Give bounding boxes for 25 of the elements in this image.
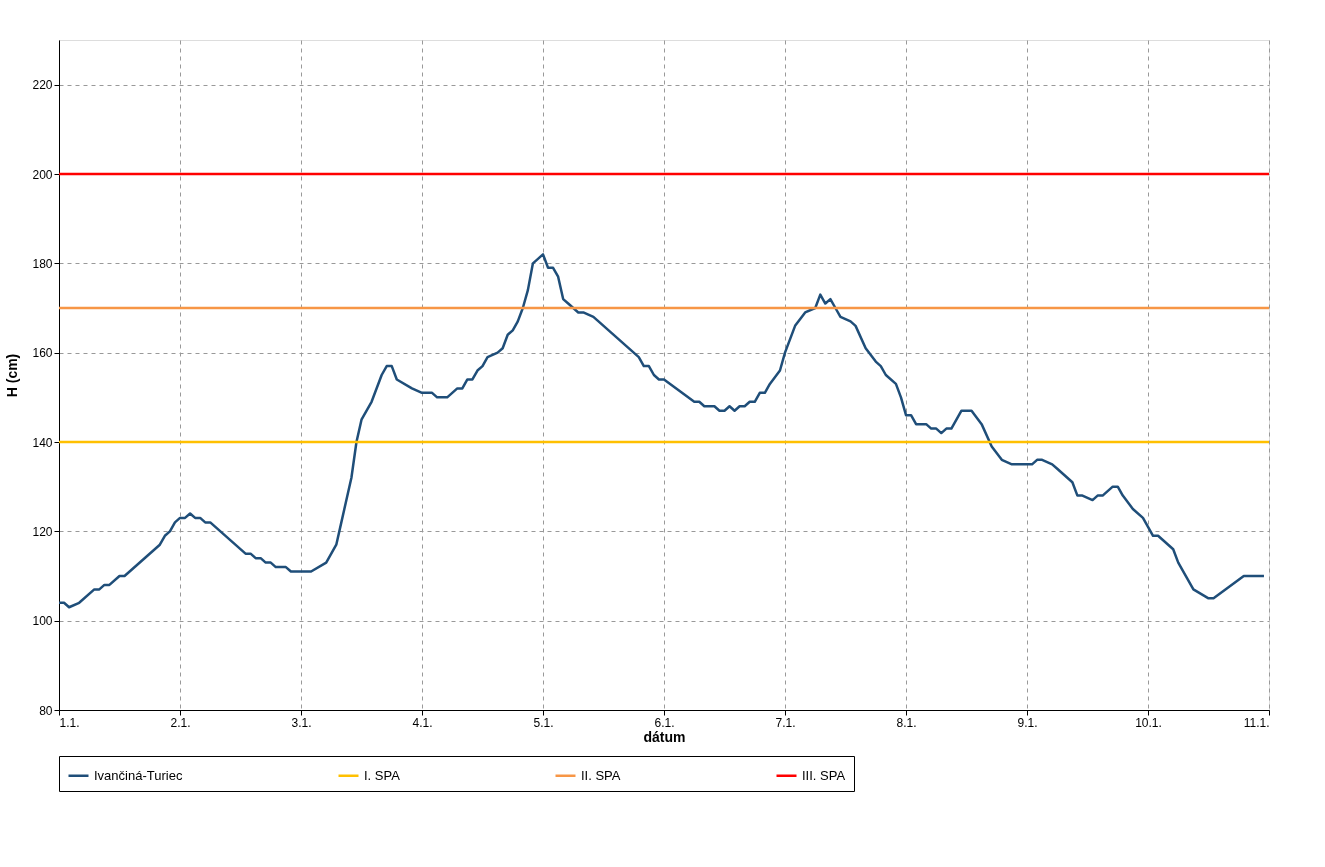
x-tick-label: 6.1. <box>654 715 675 730</box>
y-tick-label: 160 <box>32 346 53 361</box>
legend-label: I. SPA <box>364 767 401 783</box>
y-tick-label: 100 <box>32 614 53 629</box>
x-tick-label: 5.1. <box>533 715 554 730</box>
y-axis-title: H (cm) <box>4 353 21 398</box>
legend-label: II. SPA <box>581 767 621 783</box>
legend-label: Ivančiná-Turiec <box>94 767 183 783</box>
y-tick-label: 180 <box>32 256 53 271</box>
x-axis-title: dátum <box>643 728 686 745</box>
x-tick-label: 9.1. <box>1017 715 1038 730</box>
y-tick-label: 80 <box>39 703 53 718</box>
x-tick-label: 3.1. <box>291 715 312 730</box>
x-tick-label: 10.1. <box>1135 715 1162 730</box>
x-tick-label: 2.1. <box>170 715 191 730</box>
x-tick-label: 7.1. <box>775 715 796 730</box>
y-tick-label: 220 <box>32 78 53 93</box>
y-tick-label: 140 <box>32 435 53 450</box>
x-tick-label: 4.1. <box>412 715 433 730</box>
x-tick-label: 11.1. <box>1243 715 1270 730</box>
x-tick-label: 1.1. <box>59 715 80 730</box>
x-tick-label: 8.1. <box>896 715 917 730</box>
legend-label: III. SPA <box>802 767 846 783</box>
y-tick-label: 120 <box>32 524 53 539</box>
y-tick-label: 200 <box>32 167 53 182</box>
